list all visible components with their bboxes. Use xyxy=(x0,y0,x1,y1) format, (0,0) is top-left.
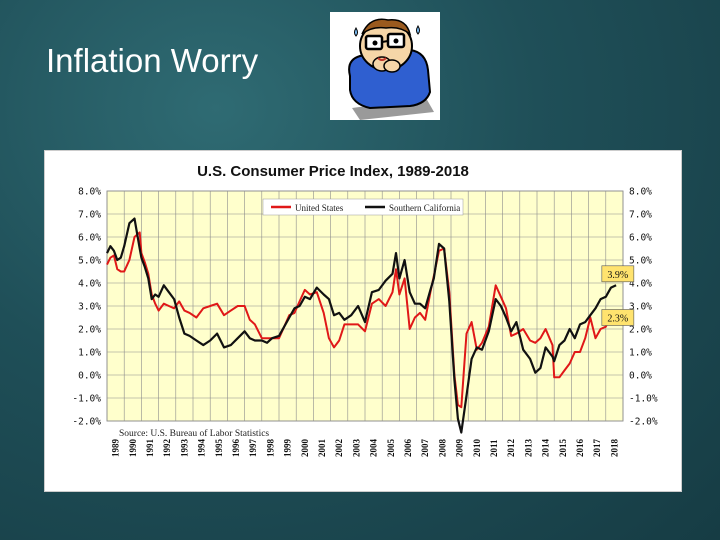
y-tick-label-left: 8.0% xyxy=(78,187,101,198)
worried-man-biting-nails-icon xyxy=(330,12,440,120)
annotation-label: 2.3% xyxy=(607,314,628,325)
x-tick-label: 2013 xyxy=(523,439,533,458)
x-tick-label: 1989 xyxy=(111,439,121,458)
y-tick-label-right: 2.0% xyxy=(629,325,652,336)
slide-title: Inflation Worry xyxy=(46,42,259,79)
y-tick-label-left: 1.0% xyxy=(78,348,101,359)
series-line-southern-california xyxy=(106,217,617,434)
x-tick-label: 1998 xyxy=(265,439,275,458)
y-tick-label-left: 3.0% xyxy=(78,302,101,313)
x-tick-label: 1999 xyxy=(283,439,293,458)
x-tick-label: 2001 xyxy=(317,439,327,458)
chart-title: U.S. Consumer Price Index, 1989-2018 xyxy=(197,163,469,180)
y-tick-label-right: 4.0% xyxy=(629,279,652,290)
y-tick-label-right: 7.0% xyxy=(629,210,652,221)
annotation-box xyxy=(601,309,635,326)
y-tick-label-left: 2.0% xyxy=(78,325,101,336)
worried-man-cartoon xyxy=(330,12,440,120)
x-tick-label: 2010 xyxy=(472,439,482,458)
y-tick-label-right: 1.0% xyxy=(629,348,652,359)
x-tick-label: 2004 xyxy=(369,439,379,458)
x-tick-label: 2000 xyxy=(300,439,310,458)
y-tick-label-left: -1.0% xyxy=(72,394,101,405)
y-tick-label-right: 6.0% xyxy=(629,233,652,244)
x-tick-label: 1995 xyxy=(214,439,224,458)
y-tick-label-right: 8.0% xyxy=(629,187,652,198)
x-tick-label: 2005 xyxy=(386,439,396,458)
x-tick-label: 1993 xyxy=(179,439,189,458)
annotation-box xyxy=(601,265,635,283)
y-tick-label-right: 0.0% xyxy=(629,371,652,382)
series-line-united-states xyxy=(106,231,617,409)
y-tick-label-left: 6.0% xyxy=(78,233,101,244)
x-tick-label: 1992 xyxy=(162,439,172,458)
x-tick-label: 1996 xyxy=(231,439,241,458)
cpi-chart: U.S. Consumer Price Index, 1989-2018 8.0… xyxy=(44,150,682,492)
x-tick-label: 2016 xyxy=(575,439,585,458)
x-tick-label: 1991 xyxy=(145,439,155,458)
x-tick-label: 2008 xyxy=(437,439,447,458)
legend-box xyxy=(262,198,464,216)
x-tick-label: 2007 xyxy=(420,439,430,458)
y-tick-label-right: 5.0% xyxy=(629,256,652,267)
x-tick-label: 2012 xyxy=(506,439,516,458)
y-tick-label-left: 4.0% xyxy=(78,279,101,290)
y-tick-label-right: -2.0% xyxy=(629,417,658,428)
cpi-chart-svg: U.S. Consumer Price Index, 1989-2018 8.0… xyxy=(72,163,658,458)
x-tick-label: 2003 xyxy=(351,439,361,458)
y-tick-label-left: 7.0% xyxy=(78,210,101,221)
legend-label-united-states: United States xyxy=(295,203,344,213)
series-lines xyxy=(106,217,617,434)
legend: United States Southern California xyxy=(262,198,464,216)
x-tick-label: 2006 xyxy=(403,439,413,458)
y-axis-right: 8.0% 7.0% 6.0% 5.0% 4.0% 3.0% 2.0% 1.0% 0.0% -1.0… xyxy=(629,187,658,428)
x-tick-label: 2017 xyxy=(592,439,602,458)
x-tick-label: 2011 xyxy=(489,439,499,457)
y-tick-label-left: -2.0% xyxy=(72,417,101,428)
annotation-label: 3.9% xyxy=(607,270,628,281)
y-tick-label-left: 5.0% xyxy=(78,256,101,267)
x-tick-label: 1990 xyxy=(128,439,138,458)
legend-label-southern-california: Southern California xyxy=(389,203,460,213)
x-tick-label: 1997 xyxy=(248,439,258,458)
x-tick-label: 2015 xyxy=(558,439,568,458)
y-axis-left: 8.0% 7.0% 6.0% 5.0% 4.0% 3.0% 2.0% 1.0% 0.0% -1.0… xyxy=(72,187,101,428)
x-tick-label: 1994 xyxy=(197,439,207,458)
x-tick-label: 2009 xyxy=(455,439,465,458)
x-tick-label: 2002 xyxy=(334,439,344,458)
x-tick-label: 2014 xyxy=(541,439,551,458)
x-tick-label: 2018 xyxy=(609,439,619,458)
y-tick-label-right: 3.0% xyxy=(629,302,652,313)
annotations: 3.9% 2.3% xyxy=(601,265,635,326)
x-axis: 1989 1990 1991 1992 1993 1994 1995 1996 1997 1998… xyxy=(111,439,620,458)
y-tick-label-left: 0.0% xyxy=(78,371,101,382)
source-note: Source: U.S. Bureau of Labor Statistics xyxy=(119,428,269,439)
y-tick-label-right: -1.0% xyxy=(629,394,658,405)
